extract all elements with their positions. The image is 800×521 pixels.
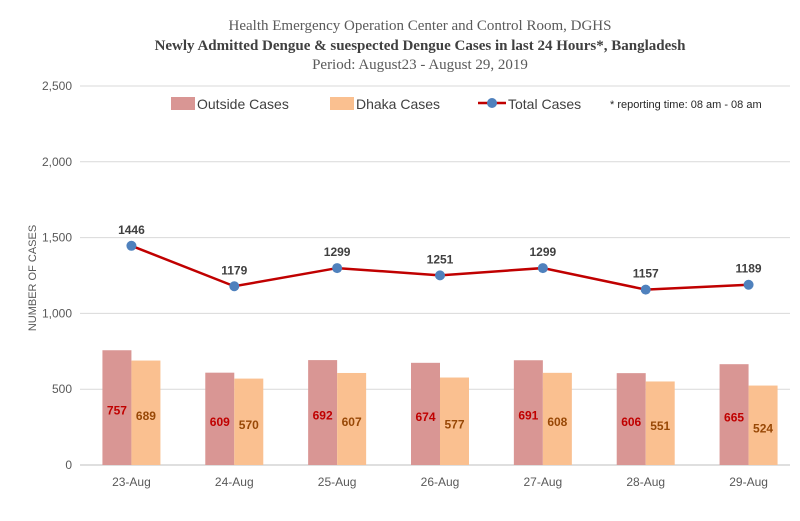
bars: 757 689 609 570 692 607 674 577 691 608 606 551 665 5… bbox=[102, 350, 778, 465]
total-cases-point bbox=[435, 270, 445, 281]
bar-label-dhaka: 607 bbox=[342, 415, 362, 429]
bar-dhaka bbox=[645, 381, 675, 465]
total-cases-point bbox=[332, 263, 343, 274]
bar-outside bbox=[411, 362, 440, 465]
bar-label-outside: 757 bbox=[107, 404, 127, 418]
bar-label-dhaka: 608 bbox=[547, 415, 567, 429]
legend-swatch-dhaka bbox=[330, 97, 354, 110]
legend-label-total: Total Cases bbox=[508, 96, 581, 112]
x-tick-label: 25-Aug bbox=[318, 475, 357, 489]
chart-title-line3: Period: August23 - August 29, 2019 bbox=[312, 57, 528, 73]
bar-label-dhaka: 577 bbox=[444, 417, 464, 431]
total-cases-label: 1157 bbox=[633, 267, 659, 281]
total-cases-point bbox=[537, 263, 548, 274]
total-cases-point bbox=[229, 281, 240, 292]
total-cases-label: 1299 bbox=[324, 245, 351, 259]
bar-dhaka bbox=[542, 372, 572, 465]
bar-dhaka bbox=[131, 360, 161, 465]
bar-label-dhaka: 551 bbox=[650, 419, 670, 433]
total-cases-label: 1446 bbox=[118, 223, 145, 237]
x-tick-label: 24-Aug bbox=[215, 475, 254, 489]
total-cases-point bbox=[743, 279, 754, 290]
bar-outside bbox=[308, 360, 338, 465]
bar-dhaka bbox=[337, 372, 367, 465]
y-tick-label: 2,000 bbox=[42, 155, 72, 169]
y-axis-ticks: 0 500 1,000 1,500 2,000 2,500 bbox=[42, 79, 72, 472]
bar-dhaka bbox=[440, 377, 469, 465]
x-tick-label: 29-Aug bbox=[729, 475, 768, 489]
legend: Outside Cases Dhaka Cases Total Cases * … bbox=[171, 96, 762, 112]
bar-dhaka bbox=[748, 385, 778, 465]
y-tick-label: 1,000 bbox=[42, 306, 72, 320]
bar-outside bbox=[616, 373, 646, 465]
bar-label-outside: 691 bbox=[518, 409, 538, 423]
legend-marker-total bbox=[487, 98, 497, 108]
bar-outside bbox=[513, 360, 543, 465]
bar-outside bbox=[205, 372, 235, 465]
legend-label-outside: Outside Cases bbox=[197, 96, 289, 112]
bar-label-dhaka: 570 bbox=[239, 418, 259, 432]
legend-swatch-outside bbox=[171, 97, 195, 110]
x-tick-label: 28-Aug bbox=[626, 475, 665, 489]
bar-dhaka bbox=[234, 378, 264, 465]
bar-label-outside: 606 bbox=[621, 415, 641, 429]
x-tick-label: 27-Aug bbox=[524, 475, 563, 489]
y-tick-label: 500 bbox=[52, 382, 72, 396]
bar-outside bbox=[102, 350, 132, 465]
y-axis-label: NUMBER OF CASES bbox=[27, 225, 39, 331]
total-cases-point bbox=[640, 284, 651, 295]
x-tick-label: 26-Aug bbox=[421, 475, 460, 489]
total-cases-label: 1189 bbox=[736, 262, 762, 276]
y-tick-label: 1,500 bbox=[42, 231, 72, 245]
total-cases-label: 1179 bbox=[221, 263, 247, 277]
chart-title-line2: Newly Admitted Dengue & suespected Dengu… bbox=[155, 38, 687, 54]
total-cases-point bbox=[126, 240, 137, 251]
x-axis-ticks: 23-Aug 24-Aug 25-Aug 26-Aug 27-Aug 28-Aug 29-A… bbox=[112, 475, 768, 489]
total-cases-label: 1299 bbox=[530, 245, 557, 259]
chart-title-line1: Health Emergency Operation Center and Co… bbox=[229, 18, 612, 34]
reporting-time-note: * reporting time: 08 am - 08 am bbox=[610, 99, 762, 111]
y-tick-label: 2,500 bbox=[42, 79, 72, 93]
bar-label-outside: 665 bbox=[724, 411, 744, 425]
y-tick-label: 0 bbox=[65, 458, 72, 472]
bar-label-outside: 674 bbox=[415, 410, 435, 424]
bar-label-outside: 692 bbox=[313, 409, 333, 423]
total-line: 1446 1179 1299 1251 1299 1157 1189 bbox=[118, 223, 762, 295]
bar-label-dhaka: 689 bbox=[136, 409, 156, 423]
bar-label-outside: 609 bbox=[210, 415, 230, 429]
total-cases-label: 1251 bbox=[427, 252, 454, 266]
bar-label-dhaka: 524 bbox=[753, 421, 773, 435]
x-tick-label: 23-Aug bbox=[112, 475, 151, 489]
bar-outside bbox=[719, 364, 749, 465]
legend-label-dhaka: Dhaka Cases bbox=[356, 96, 440, 112]
